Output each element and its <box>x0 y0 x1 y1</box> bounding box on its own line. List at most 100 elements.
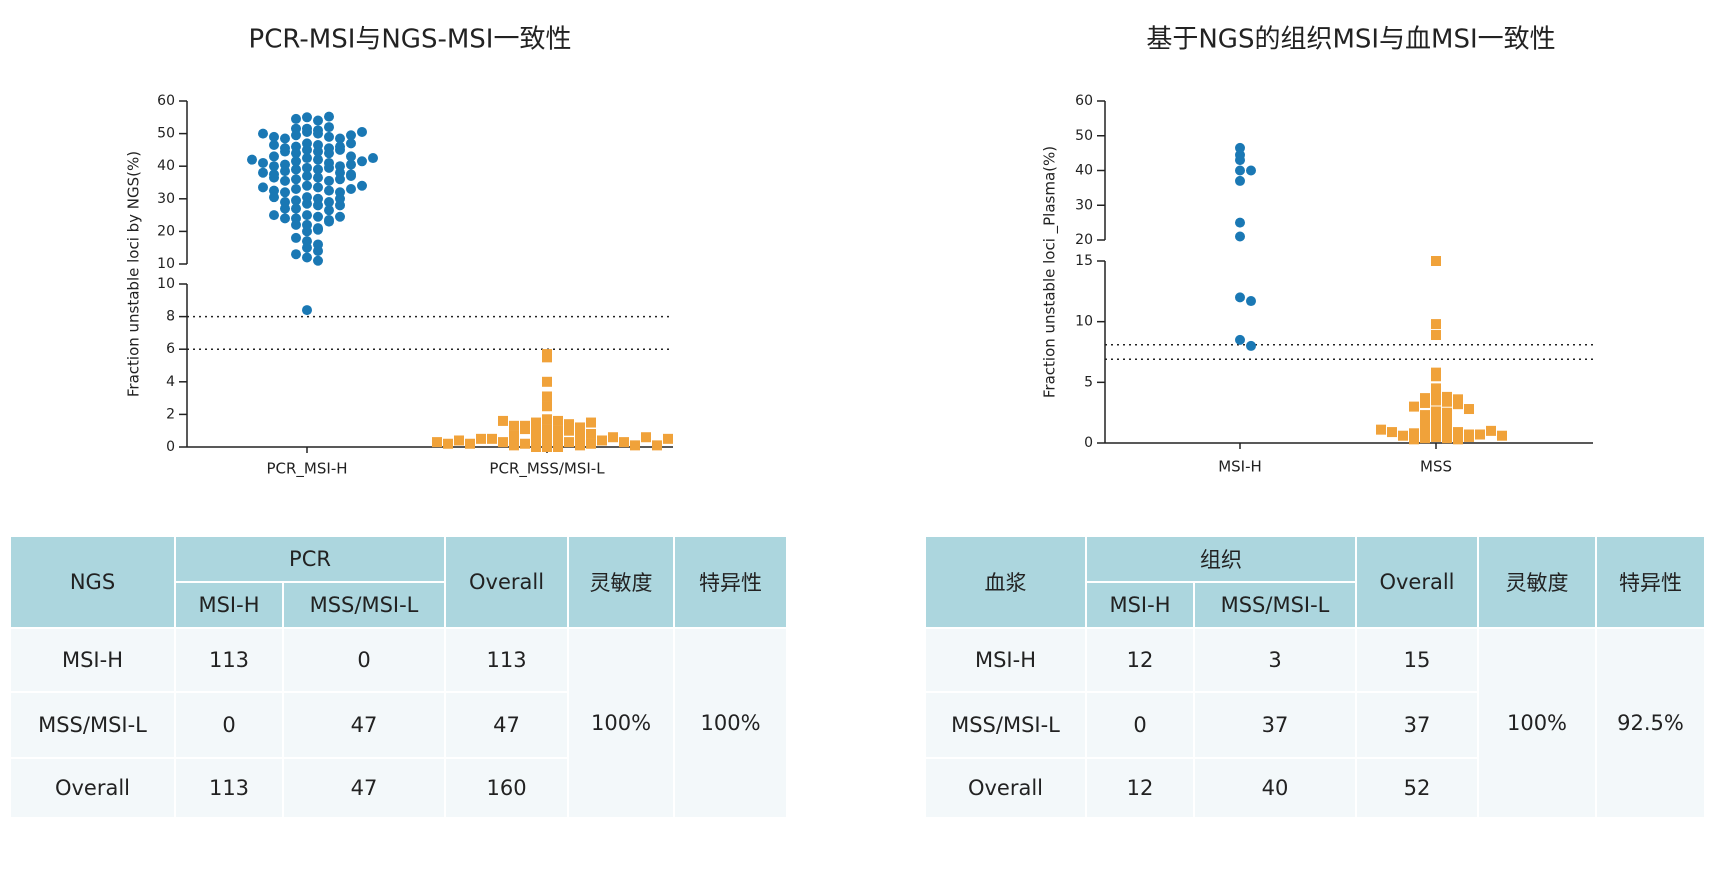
point <box>1420 433 1430 444</box>
point <box>346 169 356 180</box>
point <box>1246 340 1256 351</box>
table: 血浆 组织 Overall 灵敏度 特异性 MSI-H MSS/MSI-L MSI-H 12 3 1… <box>924 535 1706 819</box>
y-tick-label: 30 <box>157 191 175 207</box>
point <box>280 175 290 186</box>
point <box>346 184 356 195</box>
point <box>1431 423 1441 434</box>
y-tick-label: 60 <box>157 93 175 109</box>
point <box>269 210 279 221</box>
point <box>1420 397 1430 408</box>
point <box>1442 433 1452 444</box>
point <box>1431 406 1441 417</box>
point <box>313 154 323 165</box>
body-row: Overall 113 47 160 <box>9 757 787 819</box>
point <box>542 352 552 363</box>
point <box>1420 425 1430 436</box>
point <box>1442 416 1452 427</box>
y-tick-label: 50 <box>157 126 175 142</box>
point <box>291 203 301 214</box>
header-cell: MSS/MSI-L <box>281 581 447 629</box>
cell: 113 <box>444 627 570 693</box>
point <box>641 432 651 443</box>
point <box>346 138 356 149</box>
point <box>608 432 618 443</box>
body-row: MSS/MSI-L 0 37 37 <box>924 691 1705 759</box>
point <box>1431 413 1441 424</box>
point <box>586 417 596 428</box>
point <box>280 213 290 224</box>
point <box>1246 165 1256 176</box>
point <box>324 185 334 196</box>
point <box>247 154 257 165</box>
cell: 100% <box>1477 627 1597 819</box>
point <box>553 433 563 444</box>
point <box>280 187 290 198</box>
point <box>542 391 552 402</box>
cell: 52 <box>1355 757 1479 819</box>
header-row: NGS PCR Overall 灵敏度 特异性 <box>9 535 789 629</box>
cell: 100% <box>673 627 789 819</box>
point <box>269 172 279 183</box>
point <box>324 162 334 173</box>
y-tick-label: 60 <box>1075 93 1093 109</box>
x-tick-label: MSI-H <box>1218 458 1262 476</box>
cell: 0 <box>281 627 447 693</box>
point <box>324 197 334 208</box>
point <box>313 172 323 183</box>
header-cell: PCR <box>173 535 447 583</box>
header-cell: 血浆 <box>924 535 1087 629</box>
body-row: MSI-H 12 3 15 100% 92.5% <box>924 627 1706 819</box>
point <box>291 174 301 185</box>
point <box>1420 418 1430 429</box>
point <box>531 427 541 438</box>
point <box>291 219 301 230</box>
header-cell: MSI-H <box>1085 581 1195 629</box>
point <box>302 210 312 221</box>
point <box>357 126 367 137</box>
y-tick-label: 6 <box>166 341 175 357</box>
point <box>1246 296 1256 307</box>
point <box>652 440 662 451</box>
point <box>454 435 464 446</box>
point <box>509 430 519 441</box>
point <box>1431 395 1441 406</box>
point <box>269 161 279 172</box>
point <box>630 440 640 451</box>
point <box>542 424 552 435</box>
point <box>291 123 301 134</box>
point <box>1235 142 1245 153</box>
point <box>1431 256 1441 266</box>
point <box>346 159 356 170</box>
point <box>291 232 301 243</box>
point <box>346 151 356 162</box>
point <box>291 184 301 195</box>
point <box>1409 428 1419 439</box>
point <box>1235 292 1245 303</box>
point <box>280 166 290 177</box>
point <box>542 376 552 387</box>
y-tick-label: 20 <box>1075 232 1093 248</box>
cell: 100% <box>567 627 676 819</box>
point <box>1497 430 1507 441</box>
point <box>542 432 552 443</box>
point <box>542 414 552 425</box>
chart-title: PCR-MSI与NGS-MSI一致性 <box>249 25 572 55</box>
point <box>324 205 334 216</box>
y-tick-label: 0 <box>1084 435 1093 451</box>
cell: 12 <box>1085 757 1195 819</box>
y-tick-label: 10 <box>157 256 175 272</box>
point <box>619 437 629 448</box>
point <box>1235 165 1245 176</box>
header-cell: NGS <box>9 535 176 629</box>
point <box>564 437 574 448</box>
point <box>1464 431 1474 442</box>
y-tick-label: 8 <box>166 309 175 325</box>
point <box>575 422 585 433</box>
point <box>553 415 563 426</box>
point <box>313 182 323 193</box>
y-tick-label: 20 <box>157 223 175 239</box>
point <box>1442 396 1452 407</box>
point <box>324 148 334 159</box>
header-cell: 组织 <box>1085 535 1357 583</box>
point <box>531 417 541 428</box>
